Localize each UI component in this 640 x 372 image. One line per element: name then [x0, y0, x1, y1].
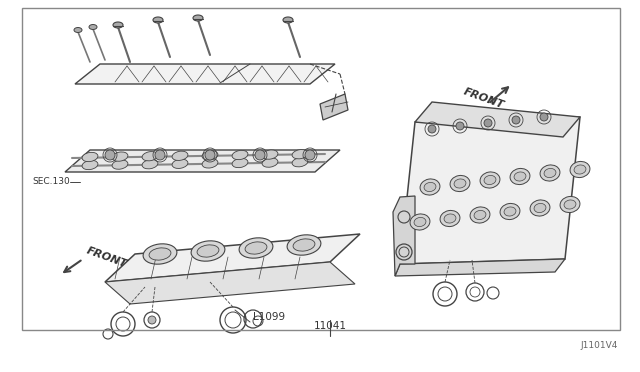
Ellipse shape [570, 161, 590, 177]
Ellipse shape [142, 160, 158, 169]
Text: J3213: J3213 [220, 72, 250, 82]
Ellipse shape [534, 203, 546, 212]
Ellipse shape [149, 248, 171, 260]
Polygon shape [105, 262, 355, 304]
Ellipse shape [283, 17, 293, 23]
Polygon shape [395, 259, 565, 276]
Ellipse shape [454, 179, 466, 188]
Ellipse shape [202, 159, 218, 168]
Polygon shape [393, 196, 415, 276]
Ellipse shape [142, 151, 158, 161]
Ellipse shape [470, 207, 490, 223]
Circle shape [155, 150, 165, 160]
Ellipse shape [292, 158, 308, 167]
Circle shape [512, 116, 520, 124]
Polygon shape [415, 102, 580, 137]
Circle shape [305, 150, 315, 160]
Ellipse shape [424, 182, 436, 192]
Ellipse shape [245, 242, 267, 254]
Circle shape [484, 119, 492, 127]
Ellipse shape [574, 165, 586, 174]
Ellipse shape [113, 22, 123, 28]
Text: FRONT: FRONT [462, 86, 506, 110]
Text: SEC.130: SEC.130 [32, 177, 70, 186]
Polygon shape [400, 117, 580, 264]
Ellipse shape [153, 17, 163, 23]
Ellipse shape [232, 150, 248, 160]
Ellipse shape [262, 158, 278, 167]
Text: L1099: L1099 [253, 312, 285, 322]
Circle shape [148, 316, 156, 324]
Text: FRONT: FRONT [85, 245, 129, 269]
Ellipse shape [262, 150, 278, 159]
Ellipse shape [564, 200, 576, 209]
Ellipse shape [239, 238, 273, 258]
Circle shape [105, 150, 115, 160]
Text: 11041: 11041 [314, 321, 346, 331]
Ellipse shape [544, 169, 556, 177]
Circle shape [255, 150, 265, 160]
Ellipse shape [484, 176, 496, 185]
Ellipse shape [450, 176, 470, 192]
Ellipse shape [82, 153, 98, 162]
Ellipse shape [444, 214, 456, 223]
Bar [22, 8, 620, 330]
Ellipse shape [504, 207, 516, 216]
Ellipse shape [293, 239, 315, 251]
Ellipse shape [420, 179, 440, 195]
Ellipse shape [143, 244, 177, 264]
Ellipse shape [514, 172, 526, 181]
Circle shape [205, 150, 215, 160]
Ellipse shape [112, 152, 128, 161]
Circle shape [456, 122, 464, 130]
Ellipse shape [172, 159, 188, 169]
Ellipse shape [193, 15, 203, 21]
Ellipse shape [480, 172, 500, 188]
Ellipse shape [500, 203, 520, 219]
Ellipse shape [510, 169, 530, 185]
Ellipse shape [414, 218, 426, 227]
Polygon shape [65, 150, 340, 172]
Ellipse shape [440, 211, 460, 227]
Circle shape [540, 113, 548, 121]
Ellipse shape [530, 200, 550, 216]
Ellipse shape [540, 165, 560, 181]
Ellipse shape [82, 160, 98, 170]
Ellipse shape [112, 160, 128, 169]
Polygon shape [105, 234, 360, 282]
Ellipse shape [410, 214, 430, 230]
Ellipse shape [560, 196, 580, 212]
Ellipse shape [287, 235, 321, 255]
Ellipse shape [197, 245, 219, 257]
Ellipse shape [191, 241, 225, 261]
Polygon shape [75, 64, 335, 84]
Ellipse shape [172, 151, 188, 160]
Ellipse shape [232, 158, 248, 168]
Ellipse shape [202, 151, 218, 160]
Ellipse shape [474, 211, 486, 219]
Polygon shape [320, 94, 348, 120]
Ellipse shape [74, 28, 82, 32]
Circle shape [428, 125, 436, 133]
Ellipse shape [292, 150, 308, 159]
Ellipse shape [89, 25, 97, 29]
Text: J1101V4: J1101V4 [580, 341, 618, 350]
